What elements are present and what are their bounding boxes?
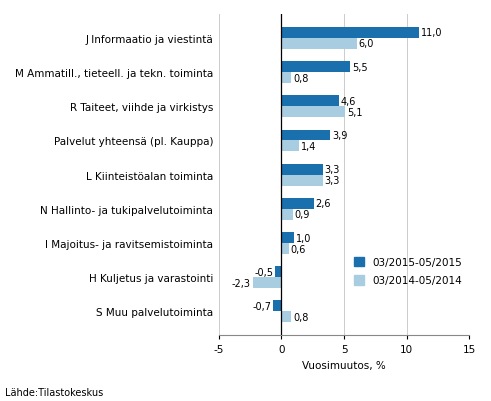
Text: 3,9: 3,9 (332, 131, 347, 141)
Bar (281, 96, 339, 107)
Text: -2,3: -2,3 (232, 278, 251, 288)
X-axis label: Vuosimuutos, %: Vuosimuutos, % (302, 360, 386, 370)
Text: 0,8: 0,8 (293, 73, 308, 83)
Text: Lähde:Tilastokeskus: Lähde:Tilastokeskus (5, 387, 103, 397)
Bar (281, 28, 419, 39)
Text: 0,9: 0,9 (294, 210, 310, 220)
Text: 5,1: 5,1 (347, 107, 362, 117)
Text: 0,6: 0,6 (291, 244, 306, 254)
Bar (281, 141, 299, 152)
Text: -0,5: -0,5 (254, 267, 273, 277)
Bar (281, 233, 294, 243)
Text: 2,6: 2,6 (316, 199, 331, 209)
Bar (281, 62, 351, 73)
Bar (281, 39, 356, 50)
Bar (281, 312, 292, 322)
Text: 1,4: 1,4 (300, 142, 316, 152)
Text: 11,0: 11,0 (421, 28, 442, 38)
Bar (275, 267, 281, 277)
Bar (281, 164, 323, 175)
Text: 3,3: 3,3 (325, 165, 340, 175)
Bar (281, 243, 289, 254)
Bar (281, 130, 330, 141)
Bar (281, 175, 323, 186)
Text: -0,7: -0,7 (252, 301, 271, 311)
Text: 3,3: 3,3 (325, 176, 340, 186)
Bar (273, 301, 281, 312)
Bar (281, 107, 345, 118)
Bar (281, 209, 293, 220)
Bar (253, 277, 281, 288)
Bar (281, 198, 314, 209)
Text: 6,0: 6,0 (358, 39, 374, 49)
Text: 1,0: 1,0 (296, 233, 311, 243)
Legend: 03/2015-05/2015, 03/2014-05/2014: 03/2015-05/2015, 03/2014-05/2014 (350, 253, 466, 290)
Text: 5,5: 5,5 (352, 63, 368, 73)
Text: 4,6: 4,6 (341, 97, 356, 107)
Bar (281, 73, 292, 84)
Text: 0,8: 0,8 (293, 312, 308, 322)
